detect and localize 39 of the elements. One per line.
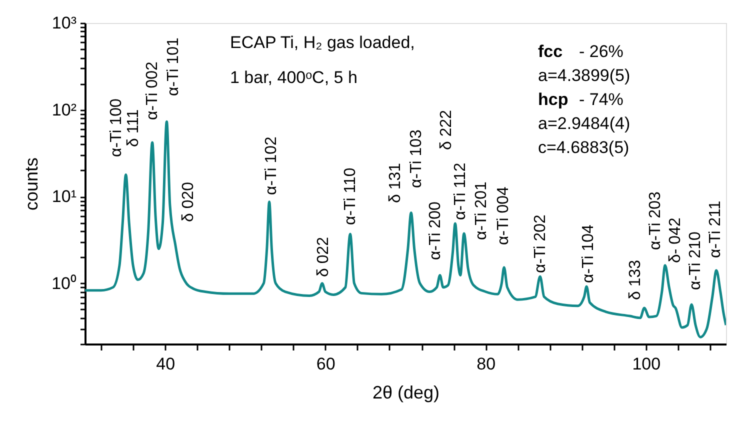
- annotation: α-Ti 210: [687, 231, 704, 290]
- annotation: hcp - 74%: [538, 90, 624, 109]
- x-tick-label: 100: [632, 354, 661, 374]
- y-tick-label: 10²: [52, 100, 77, 120]
- annotation: α-Ti 004: [495, 186, 512, 245]
- y-tick-label: 10⁰: [52, 274, 76, 293]
- x-tick-label: 80: [476, 354, 496, 374]
- annotation: α-Ti 103: [408, 129, 425, 188]
- x-axis-title: 2θ (deg): [372, 382, 440, 402]
- annotation: a=4.3899(5): [538, 66, 630, 85]
- annotation: α-Ti 101: [165, 37, 182, 96]
- annotation: ECAP Ti, H₂ gas loaded,: [230, 33, 415, 52]
- annotation: δ 131: [387, 162, 404, 203]
- annotation: α-Ti 110: [342, 168, 359, 225]
- annotation: α-Ti 211: [707, 200, 724, 258]
- annotation: α-Ti 002: [144, 61, 161, 120]
- annotation: α-Ti 203: [647, 191, 664, 250]
- y-tick-label: 10¹: [52, 187, 77, 206]
- x-tick-label: 40: [156, 354, 176, 374]
- annotation: a=2.9484(4): [538, 114, 630, 133]
- annotation: α-Ti 104: [580, 224, 597, 283]
- annotation: δ 020: [180, 182, 197, 222]
- annotation: α-Ti 201: [473, 181, 490, 240]
- annotation: fcc - 26%: [538, 42, 624, 61]
- annotation: α-Ti 100: [108, 98, 125, 157]
- annotation: δ- 042: [667, 218, 684, 263]
- y-tick-label: 10³: [52, 14, 77, 32]
- annotation: α-Ti 200: [427, 201, 444, 260]
- annotation: δ 022: [315, 236, 332, 277]
- annotation: δ 111: [125, 109, 142, 147]
- x-tick-label: 60: [316, 354, 336, 374]
- annotation: 1 bar, 400ᵒC, 5 h: [230, 68, 358, 87]
- annotation: c=4.6883(5): [538, 138, 630, 157]
- annotation: α-Ti 112: [452, 162, 469, 220]
- annotation: α-Ti 102: [263, 136, 280, 195]
- annotation: α-Ti 202: [532, 214, 549, 273]
- y-axis-title: counts: [22, 157, 42, 211]
- annotation: δ 222: [438, 110, 455, 150]
- annotation: δ 133: [627, 260, 644, 300]
